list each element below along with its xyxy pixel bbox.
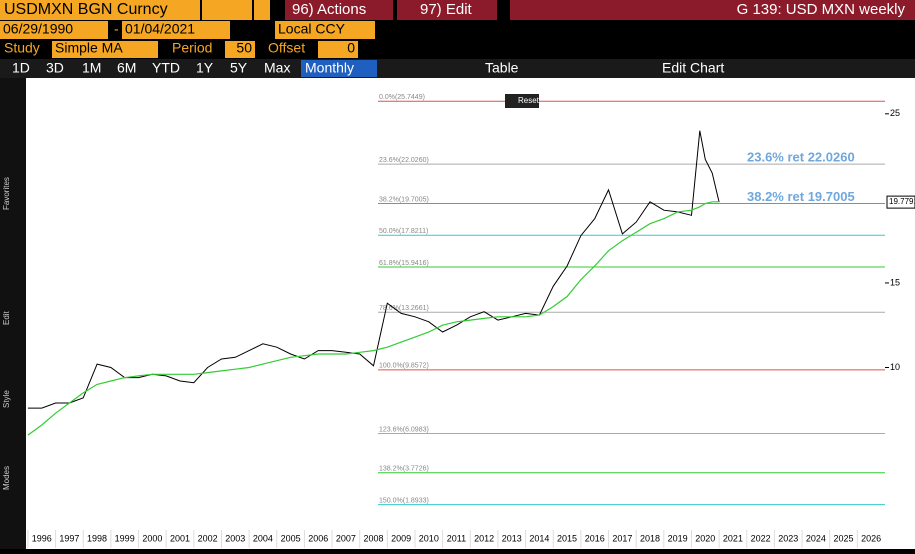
ccy-box[interactable] (275, 21, 375, 39)
x-tick-label: 1997 (59, 533, 79, 543)
fib-label: 61.8%(15.9416) (379, 260, 429, 267)
x-tick-label: 2025 (834, 533, 854, 543)
x-tick-label: 2019 (668, 533, 688, 543)
side-toolbar (0, 78, 26, 549)
range-btn[interactable]: 3D (46, 60, 64, 76)
reset: Reset (518, 96, 540, 105)
fib-label: 0.0%(25.7449) (379, 94, 425, 101)
series-line (27, 201, 720, 436)
x-tick-label: 2008 (364, 533, 384, 543)
period-label: Period (172, 40, 212, 56)
fib-label: 100.0%(9.8572) (379, 363, 429, 370)
actions-btn[interactable] (285, 0, 393, 20)
x-tick-label: 1999 (115, 533, 135, 543)
period-box[interactable] (225, 41, 255, 58)
range-btn[interactable]: 1D (12, 60, 30, 76)
period: 50 (236, 40, 252, 56)
x-tick-label: 2026 (861, 533, 881, 543)
function-bar (510, 0, 915, 20)
x-tick-label: 2015 (557, 533, 577, 543)
x-tick-label: 2021 (723, 533, 743, 543)
range-btn[interactable]: 6M (117, 60, 136, 76)
x-tick-label: 2018 (640, 533, 660, 543)
fib-label: 78.6%(13.2661) (379, 305, 429, 312)
fib-label: 38.2%(19.7005) (379, 196, 429, 203)
edit: 97) Edit (420, 1, 473, 18)
offset-label: Offset (268, 40, 305, 56)
x-tick-label: 2022 (751, 533, 771, 543)
end-date[interactable] (122, 21, 230, 39)
x-tick-label: 2003 (225, 533, 245, 543)
x-tick-label: 2023 (778, 533, 798, 543)
last-price: 19.7791 (889, 197, 915, 206)
ticker-btn[interactable] (202, 0, 252, 20)
x-tick-label: 2007 (336, 533, 356, 543)
range-btn[interactable]: Max (264, 60, 290, 76)
x-tick-label: 2005 (281, 533, 301, 543)
fib-label: 123.6%(6.0983) (379, 426, 429, 433)
range-btn[interactable]: 1M (82, 60, 101, 76)
x-tick-label: 2004 (253, 533, 273, 543)
start: 06/29/1990 (3, 21, 73, 37)
sep: - (114, 21, 119, 37)
study-box[interactable] (52, 41, 158, 58)
x-tick-label: 2016 (585, 533, 605, 543)
x-tick-label: 2013 (502, 533, 522, 543)
range-btn[interactable]: 1Y (196, 60, 214, 76)
ticker-btn[interactable] (254, 0, 270, 20)
fib-label: 50.0%(17.8211) (379, 228, 428, 235)
x-tick-label: 2002 (198, 533, 218, 543)
last-price-box (886, 195, 915, 209)
y-tick-label: 25 (890, 108, 900, 118)
ticker: USDMXN BGN Curncy (4, 1, 168, 18)
y-tick-label: 10 (890, 362, 900, 372)
table[interactable]: Table (485, 60, 519, 76)
x-tick-label: 2014 (529, 533, 549, 543)
x-tick-label: 2000 (142, 533, 162, 543)
side-label: Edit (2, 310, 11, 325)
x-tick-label: 2001 (170, 533, 190, 543)
fib-label: 150.0%(1.8933) (379, 497, 429, 504)
x-tick-label: 2009 (391, 533, 411, 543)
fib-ret-label: 38.2% ret 19.7005 (747, 189, 855, 204)
chart-area (26, 78, 915, 530)
side-label: Modes (2, 466, 11, 490)
side-label: Favorites (2, 177, 11, 210)
range-btn[interactable]: 5Y (230, 60, 248, 76)
toolbar (0, 59, 915, 78)
edit-chart[interactable]: Edit Chart (662, 60, 724, 76)
y-tick-label: 15 (890, 277, 900, 287)
edit-btn[interactable] (397, 0, 497, 20)
x-tick-label: 1998 (87, 533, 107, 543)
study-label: Study (4, 40, 40, 56)
function: G 139: USD MXN weekly (737, 1, 906, 18)
x-tick-label: 2012 (474, 533, 494, 543)
x-tick-label: 2020 (695, 533, 715, 543)
freq: Monthly (305, 60, 354, 76)
popup[interactable] (505, 94, 539, 108)
range-btn[interactable]: YTD (152, 60, 180, 76)
offset: 0 (347, 40, 355, 56)
fib-label: 138.2%(3.7726) (379, 466, 429, 473)
x-tick-label: 1996 (32, 533, 52, 543)
side-label: Style (2, 390, 11, 408)
x-tick-label: 2006 (308, 533, 328, 543)
ccy: Local CCY (278, 21, 346, 37)
actions: 96) Actions (292, 1, 366, 18)
start-date[interactable] (0, 21, 108, 39)
x-tick-label: 2024 (806, 533, 826, 543)
end: 01/04/2021 (125, 21, 195, 37)
fib-ret-label: 23.6% ret 22.0260 (747, 150, 855, 165)
x-tick-label: 2017 (612, 533, 632, 543)
study: Simple MA (55, 40, 123, 56)
fib-label: 23.6%(22.0260) (379, 157, 429, 164)
x-tick-label: 2010 (419, 533, 439, 543)
ticker-box[interactable] (0, 0, 200, 20)
freq-btn[interactable] (301, 60, 377, 77)
x-tick-label: 2011 (447, 533, 466, 543)
offset-box[interactable] (318, 41, 358, 58)
